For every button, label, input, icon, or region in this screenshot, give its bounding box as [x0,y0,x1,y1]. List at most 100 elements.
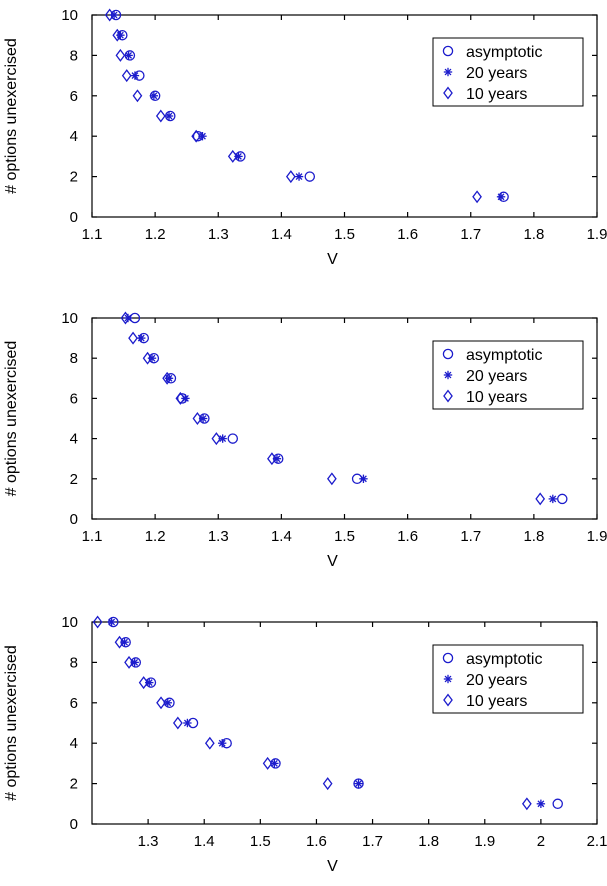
y-tick-label: 8 [70,350,78,367]
x-tick-label: 1.3 [138,833,159,850]
data-point-star [354,779,363,788]
data-point-star [137,333,146,343]
data-point-star [124,51,133,60]
chart-panel-1: 1.1 1.2 1.3 1.4 1.5 1.6 1.7 1.8 1.9 0 2 4 6 8 10 V # opt… [3,7,607,268]
x-tick-label: 1.9 [587,226,607,243]
data-point-diamond [227,149,238,163]
data-point-circle [552,798,563,810]
x-tick-label: 1.7 [362,833,383,850]
y-tick-label: 8 [70,47,78,64]
data-point-star [149,91,159,100]
data-point-diamond [115,48,126,62]
data-point-star [107,617,116,627]
y-axis-label: # options unexercised [3,38,20,194]
data-point-diamond [175,391,186,405]
data-point-circle [557,493,568,505]
data-point-diamond [120,311,131,325]
legend-marker-diamond [443,86,453,100]
y-tick-label: 10 [61,310,78,327]
y-axis-label: # options unexercised [3,645,20,801]
x-tick-label: 1.2 [145,528,166,545]
data-point-diamond [267,452,277,466]
x-tick-label: 1.9 [474,833,495,850]
data-point-diamond [162,371,172,385]
data-point-star [145,678,154,687]
x-axis-label: V [327,251,338,268]
x-axis-label: V [327,858,338,875]
data-point-diamond [322,777,333,791]
data-point-star [130,658,139,667]
legend-entry: asymptotic [466,347,542,364]
data-point-diamond [262,756,273,770]
chart-panel-2: 1.1 1.2 1.3 1.4 1.5 1.6 1.7 1.8 1.9 0 2 4 6 8 10 V # opt… [3,310,607,570]
legend-marker-diamond [443,389,453,403]
y-tick-label: 10 [61,614,78,631]
y-tick-label: 2 [70,169,78,186]
y-axis-label: # options unexercised [3,341,20,497]
data-point-diamond [472,190,482,204]
data-point-star [234,152,243,161]
y-tick-label: 6 [70,390,78,407]
x-tick-label: 1.3 [208,528,229,545]
data-point-diamond [172,716,183,730]
x-tick-label: 2.1 [587,833,607,850]
data-point-star [359,474,368,483]
legend-marker-circle [442,45,454,57]
x-tick-label: 1.6 [397,226,418,243]
x-tick-label: 1.5 [334,226,355,243]
x-tick-label: 1.1 [82,226,103,243]
data-point-diamond [92,615,103,629]
x-tick-label: 1.2 [145,226,166,243]
x-tick-label: 1.5 [250,833,271,850]
data-point-star [130,71,140,80]
x-tick-label: 1.1 [82,528,103,545]
data-point-diamond [128,331,138,345]
data-point-star [198,414,208,423]
data-point-diamond [104,8,115,22]
data-point-circle [353,778,364,789]
data-point-diamond [192,412,203,425]
data-point-circle [304,171,316,182]
legend-entry: 20 years [466,368,527,385]
legend-marker-star [443,67,453,77]
y-tick-label: 4 [70,431,78,448]
x-tick-label: 1.4 [271,528,292,545]
data-point-star [164,111,174,121]
x-tick-label: 1.4 [271,226,292,243]
data-point-star [536,799,546,808]
legend-entry: asymptotic [466,44,542,61]
data-point-diamond [521,797,532,811]
legend: asymptotic 20 years 10 years [432,37,584,107]
x-tick-label: 1.9 [587,528,607,545]
data-point-diamond [191,129,202,143]
y-tick-label: 2 [70,776,78,793]
x-tick-label: 1.6 [397,528,418,545]
y-tick-label: 0 [70,511,78,528]
legend: asymptotic 20 years 10 years [432,340,584,410]
x-tick-label: 1.8 [418,833,439,850]
data-point-diamond [156,696,166,710]
legend-marker-star [443,370,453,380]
data-point-diamond [138,676,149,690]
data-point-star [270,759,279,768]
data-point-star [183,718,192,728]
x-tick-label: 2 [537,833,545,850]
legend-entry: 10 years [466,86,527,103]
legend-marker-circle [442,652,454,664]
data-point-diamond [121,69,132,83]
legend-marker-diamond [443,693,453,707]
y-tick-label: 2 [70,471,78,488]
x-tick-label: 1.5 [334,528,355,545]
legend-entry: 10 years [466,693,527,710]
data-point-diamond [114,635,125,649]
data-point-diamond [112,28,123,42]
x-tick-label: 1.6 [306,833,327,850]
data-point-circle [227,433,239,444]
data-point-star [217,739,227,748]
data-point-diamond [211,432,222,446]
y-tick-label: 10 [61,7,78,24]
legend-entry: 20 years [466,672,527,689]
x-tick-label: 1.7 [460,226,481,243]
y-tick-label: 0 [70,816,78,833]
